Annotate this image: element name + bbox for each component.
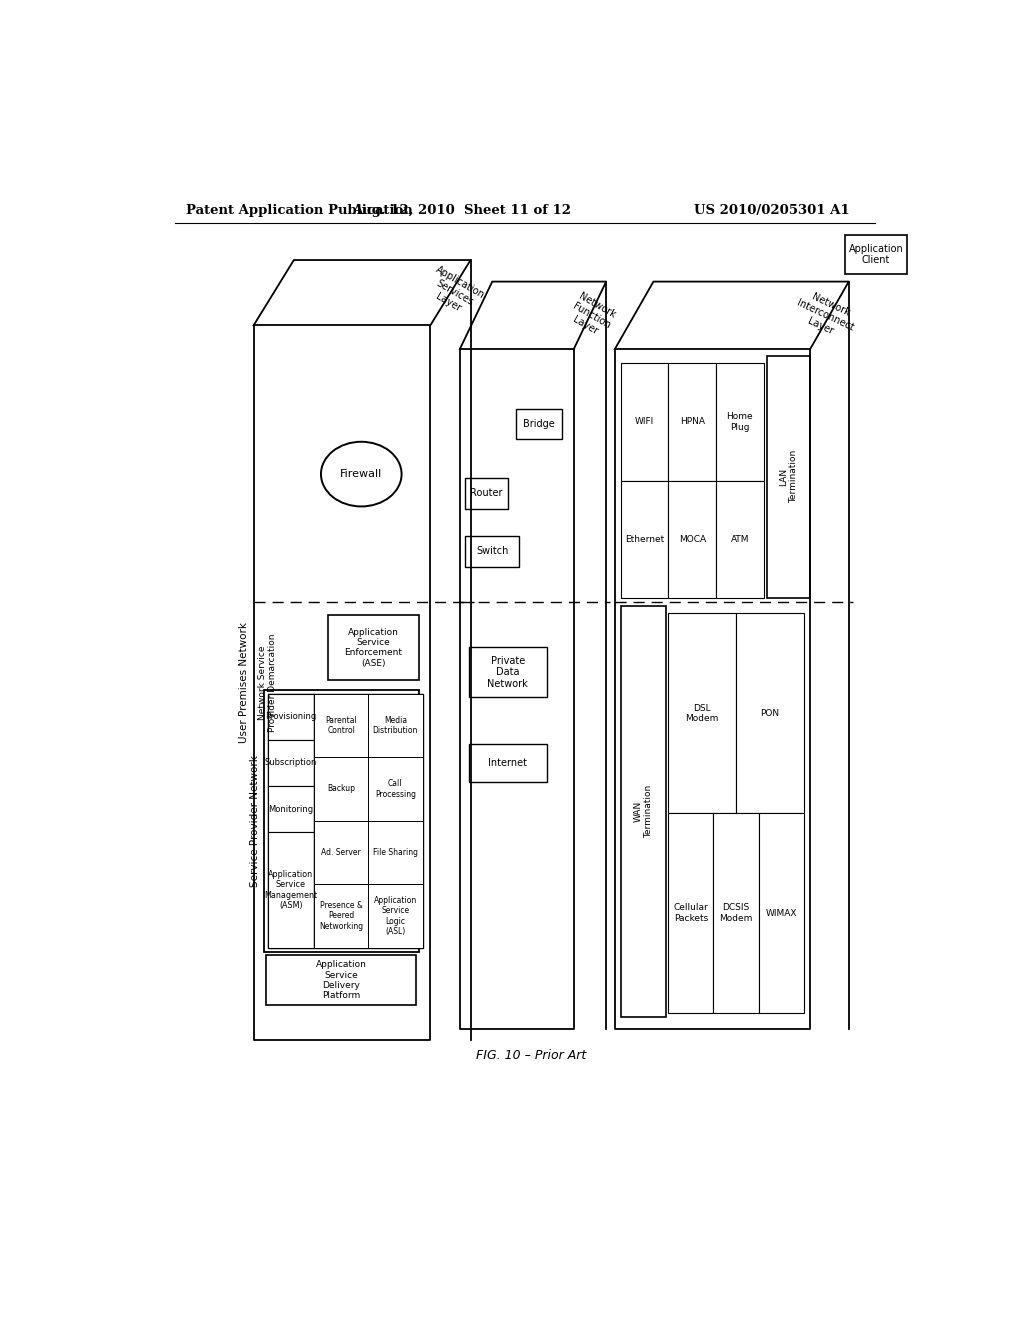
Text: Ethernet: Ethernet bbox=[625, 535, 665, 544]
Text: PON: PON bbox=[761, 709, 779, 718]
Bar bbox=[469, 743, 547, 781]
Text: WIMAX: WIMAX bbox=[766, 908, 797, 917]
Bar bbox=[267, 693, 314, 739]
Text: Application
Services
Layer: Application Services Layer bbox=[422, 265, 486, 321]
Bar bbox=[369, 693, 423, 758]
Bar bbox=[369, 758, 423, 821]
Bar bbox=[716, 363, 764, 480]
Bar bbox=[767, 355, 810, 598]
Text: Monitoring: Monitoring bbox=[268, 805, 313, 813]
Ellipse shape bbox=[321, 442, 401, 507]
Bar bbox=[465, 478, 508, 508]
Text: Presence &
Peered
Networking: Presence & Peered Networking bbox=[319, 902, 364, 931]
Text: Bridge: Bridge bbox=[523, 418, 555, 429]
Bar bbox=[759, 813, 804, 1014]
Bar bbox=[621, 363, 669, 480]
Text: DCSIS
Modem: DCSIS Modem bbox=[719, 903, 753, 923]
Bar bbox=[716, 480, 764, 598]
Bar bbox=[314, 821, 369, 884]
Text: Home
Plug: Home Plug bbox=[726, 412, 753, 432]
Text: File Sharing: File Sharing bbox=[373, 847, 418, 857]
Text: US 2010/0205301 A1: US 2010/0205301 A1 bbox=[693, 205, 849, 218]
Bar bbox=[621, 606, 666, 1016]
Text: Network
Interconnect
Layer: Network Interconnect Layer bbox=[791, 288, 860, 343]
Text: Backup: Backup bbox=[327, 784, 355, 793]
Bar bbox=[369, 821, 423, 884]
Bar bbox=[314, 693, 369, 758]
Bar bbox=[267, 785, 314, 832]
Text: WAN
Termination: WAN Termination bbox=[634, 784, 653, 838]
Text: Private
Data
Network: Private Data Network bbox=[487, 656, 528, 689]
Bar bbox=[669, 480, 716, 598]
Text: Cellular
Packets: Cellular Packets bbox=[674, 903, 709, 923]
Text: Switch: Switch bbox=[476, 546, 509, 556]
Text: User Premises Network: User Premises Network bbox=[240, 622, 249, 743]
Text: Application
Service
Enforcement
(ASE): Application Service Enforcement (ASE) bbox=[344, 627, 402, 668]
Bar bbox=[736, 614, 804, 813]
Text: Network Service
Provider Demarcation: Network Service Provider Demarcation bbox=[258, 634, 278, 733]
Text: FIG. 10 – Prior Art: FIG. 10 – Prior Art bbox=[476, 1049, 586, 1063]
Text: Subscription: Subscription bbox=[264, 759, 317, 767]
Text: Patent Application Publication: Patent Application Publication bbox=[186, 205, 413, 218]
Bar bbox=[465, 536, 519, 566]
Bar bbox=[267, 693, 314, 948]
Bar bbox=[267, 739, 314, 785]
Bar bbox=[845, 235, 907, 275]
Bar bbox=[515, 409, 562, 440]
Text: HPNA: HPNA bbox=[680, 417, 705, 426]
Text: ATM: ATM bbox=[730, 535, 749, 544]
Bar bbox=[714, 813, 759, 1014]
Text: Media
Distribution: Media Distribution bbox=[373, 715, 418, 735]
Text: WIFI: WIFI bbox=[635, 417, 654, 426]
Text: DSL
Modem: DSL Modem bbox=[685, 704, 719, 723]
Bar bbox=[669, 363, 716, 480]
Bar bbox=[669, 813, 714, 1014]
Bar bbox=[266, 956, 417, 1006]
Text: Service Provider Network: Service Provider Network bbox=[250, 755, 260, 887]
Bar bbox=[328, 615, 419, 681]
Text: Application
Client: Application Client bbox=[849, 244, 903, 265]
Text: Network
Function
Layer: Network Function Layer bbox=[565, 290, 617, 341]
Bar bbox=[314, 758, 369, 821]
Bar bbox=[314, 693, 423, 948]
Text: Ad. Server: Ad. Server bbox=[322, 847, 361, 857]
Text: MOCA: MOCA bbox=[679, 535, 706, 544]
Text: Provisioning: Provisioning bbox=[265, 713, 316, 721]
Text: Application
Service
Management
(ASM): Application Service Management (ASM) bbox=[264, 870, 317, 909]
Bar bbox=[669, 614, 736, 813]
Bar bbox=[469, 647, 547, 697]
Text: Firewall: Firewall bbox=[340, 469, 382, 479]
Text: Application
Service
Logic
(ASL): Application Service Logic (ASL) bbox=[374, 896, 417, 936]
Bar bbox=[314, 884, 369, 948]
Text: Parental
Control: Parental Control bbox=[326, 715, 357, 735]
Text: LAN
Termination: LAN Termination bbox=[779, 450, 799, 503]
Text: Application
Service
Delivery
Platform: Application Service Delivery Platform bbox=[315, 960, 367, 1001]
Text: Internet: Internet bbox=[488, 758, 527, 768]
Text: Aug. 12, 2010  Sheet 11 of 12: Aug. 12, 2010 Sheet 11 of 12 bbox=[352, 205, 570, 218]
Bar bbox=[267, 832, 314, 948]
Bar bbox=[621, 480, 669, 598]
Bar bbox=[263, 689, 419, 952]
Text: Router: Router bbox=[470, 488, 503, 499]
Text: Call
Processing: Call Processing bbox=[375, 779, 416, 799]
Bar bbox=[369, 884, 423, 948]
